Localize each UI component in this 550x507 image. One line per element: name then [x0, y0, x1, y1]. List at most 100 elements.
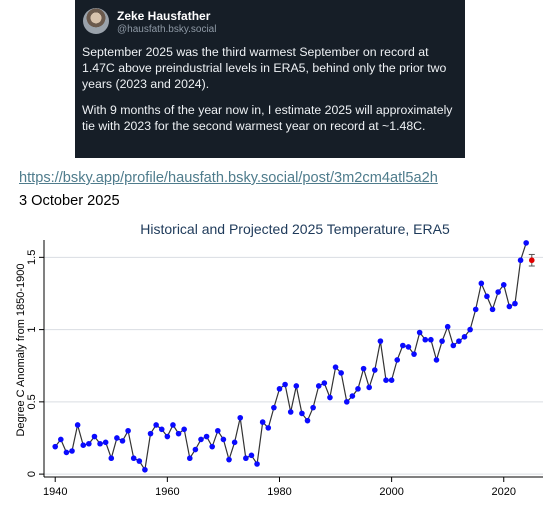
data-point: [338, 370, 344, 376]
data-point: [332, 364, 339, 370]
data-point: [411, 351, 417, 357]
data-point: [254, 461, 260, 467]
data-point: [371, 367, 378, 373]
y-tick-label: 1.5: [26, 250, 38, 265]
data-point: [489, 306, 496, 313]
data-point: [108, 455, 115, 462]
data-point: [349, 393, 356, 399]
data-point: [321, 380, 328, 386]
y-tick-label: 1: [26, 327, 38, 333]
data-point: [186, 455, 193, 462]
data-point: [315, 383, 322, 389]
post-link[interactable]: https://bsky.app/profile/hausfath.bsky.s…: [19, 170, 438, 186]
data-point: [220, 436, 227, 443]
data-point: [472, 306, 479, 313]
data-point: [293, 383, 300, 389]
data-point: [164, 433, 171, 440]
data-point: [181, 426, 187, 433]
y-tick-label: 0: [26, 471, 38, 477]
data-point: [170, 422, 176, 428]
axes: 0 0.5 1 1.5 1940 1960 1980 2000 2020: [26, 240, 543, 498]
data-point: [461, 334, 468, 340]
data-point: [259, 419, 266, 425]
temperature-chart: Historical and Projected 2025 Temperatur…: [0, 212, 550, 507]
data-point: [428, 336, 434, 343]
data-point: [114, 435, 120, 441]
data-point: [484, 293, 490, 300]
data-point: [226, 456, 232, 463]
post-paragraph-1: September 2025 was the third warmest Sep…: [82, 45, 447, 91]
data-point: [304, 417, 311, 424]
chart-title: Historical and Projected 2025 Temperatur…: [140, 221, 450, 237]
data-point: [198, 436, 204, 443]
x-tick-label: 2000: [379, 486, 403, 498]
data-point: [192, 446, 199, 453]
x-tick-label: 1960: [155, 486, 179, 498]
data-point: [243, 455, 249, 462]
data-point: [416, 329, 423, 336]
data-point: [388, 377, 395, 383]
data-point: [506, 303, 513, 310]
data-point: [467, 326, 473, 333]
data-point: [456, 338, 462, 344]
data-point: [74, 422, 81, 428]
y-axis-label: Degree C Anomaly from 1850-1900: [15, 263, 27, 436]
data-point: [102, 439, 109, 446]
data-point: [343, 399, 350, 405]
y-tick-label: 0.5: [26, 394, 38, 409]
projection-point: [528, 257, 535, 264]
data-point: [383, 377, 389, 383]
data-point: [377, 338, 384, 344]
data-point: [405, 344, 412, 350]
data-point: [444, 323, 451, 330]
data-point: [265, 425, 272, 431]
data-point: [500, 281, 507, 288]
data-point: [136, 458, 143, 464]
data-points: [52, 240, 529, 473]
data-point: [80, 442, 87, 449]
data-point: [394, 357, 401, 363]
projection-2025: [528, 253, 535, 267]
data-point: [215, 427, 221, 434]
data-point: [287, 409, 294, 415]
data-point: [52, 443, 59, 450]
x-tick-label: 1940: [43, 486, 67, 498]
data-point: [142, 466, 148, 473]
data-point: [360, 365, 367, 372]
data-point: [153, 422, 159, 428]
data-point: [422, 336, 429, 343]
data-point: [175, 430, 182, 437]
data-point: [495, 289, 501, 295]
data-point: [512, 300, 518, 307]
data-point: [209, 443, 216, 450]
avatar[interactable]: [83, 8, 109, 34]
data-point: [400, 342, 406, 349]
data-point: [203, 433, 210, 440]
data-point: [58, 436, 64, 443]
data-point: [276, 386, 283, 392]
data-point: [517, 257, 524, 264]
grid-lines: [44, 256, 543, 475]
author-handle[interactable]: @hausfath.bsky.social: [117, 24, 217, 35]
data-point: [271, 404, 277, 411]
data-point: [231, 439, 238, 446]
data-point: [91, 433, 98, 440]
data-point: [248, 452, 255, 459]
x-tick-label: 1980: [267, 486, 291, 498]
data-point: [282, 381, 288, 388]
data-point: [86, 440, 92, 447]
data-point: [125, 427, 131, 434]
data-point: [237, 414, 244, 421]
data-point: [450, 342, 457, 349]
data-point: [97, 440, 103, 447]
data-point: [119, 438, 126, 444]
author-name[interactable]: Zeke Hausfather: [117, 9, 211, 23]
data-point: [366, 384, 372, 391]
data-point: [147, 430, 154, 437]
data-point: [433, 357, 440, 363]
post-date: 3 October 2025: [19, 193, 120, 209]
data-point: [63, 449, 70, 456]
post-paragraph-2: With 9 months of the year now in, I esti…: [82, 103, 453, 133]
data-point: [69, 448, 75, 454]
post-card: Zeke Hausfather @hausfath.bsky.social Se…: [75, 0, 465, 158]
